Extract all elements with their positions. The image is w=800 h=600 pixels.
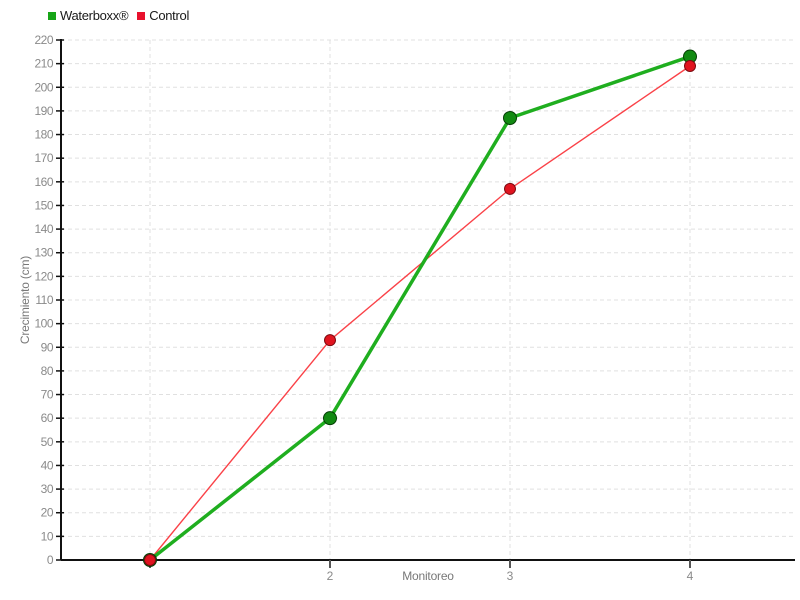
waterboxx-swatch-icon — [48, 11, 56, 20]
y-tick-label: 100 — [34, 317, 53, 331]
y-tick-label: 150 — [34, 198, 53, 212]
y-tick-label: 0 — [47, 553, 54, 567]
x-tick-label: 4 — [687, 569, 694, 583]
x-tick-label: 2 — [327, 569, 334, 583]
data-point — [323, 411, 337, 426]
y-tick-label: 30 — [41, 482, 54, 496]
y-tick-label: 120 — [34, 269, 53, 283]
y-tick-label: 40 — [41, 458, 54, 472]
legend-label: Control — [149, 8, 190, 23]
control-swatch-icon — [137, 11, 146, 20]
data-point — [324, 334, 336, 347]
y-tick-label: 110 — [35, 293, 53, 307]
y-tick-label: 10 — [41, 529, 54, 543]
legend-item-control[interactable]: Control — [137, 9, 189, 22]
y-tick-label: 220 — [34, 33, 53, 47]
data-point — [684, 60, 696, 72]
y-tick-label: 60 — [41, 411, 54, 425]
y-tick-label: 20 — [41, 506, 54, 520]
x-axis-title: Monitoreo — [402, 569, 454, 583]
data-point — [504, 182, 516, 195]
series-line — [148, 54, 692, 562]
x-tick-label: 3 — [507, 569, 514, 583]
y-tick-label: 160 — [34, 175, 53, 189]
y-tick-label: 80 — [41, 364, 54, 378]
y-tick-label: 210 — [34, 57, 53, 71]
y-tick-label: 180 — [34, 128, 53, 142]
legend-label: Waterboxx® — [60, 8, 129, 23]
series-line — [149, 65, 691, 561]
y-axis-title: Crecimiento (cm) — [18, 255, 32, 345]
legend-item-waterboxx[interactable]: Waterboxx® — [48, 8, 129, 23]
y-tick-label: 190 — [34, 104, 53, 118]
y-tick-label: 130 — [34, 246, 53, 260]
y-tick-label: 200 — [34, 80, 53, 94]
y-tick-label: 70 — [41, 388, 54, 402]
y-tick-label: 90 — [41, 340, 54, 354]
y-tick-label: 50 — [41, 435, 54, 449]
data-point — [503, 111, 517, 125]
legend: Waterboxx® Control — [48, 9, 189, 22]
y-tick-label: 170 — [34, 151, 53, 165]
y-tick-label: 140 — [34, 222, 53, 236]
data-point — [144, 554, 156, 566]
